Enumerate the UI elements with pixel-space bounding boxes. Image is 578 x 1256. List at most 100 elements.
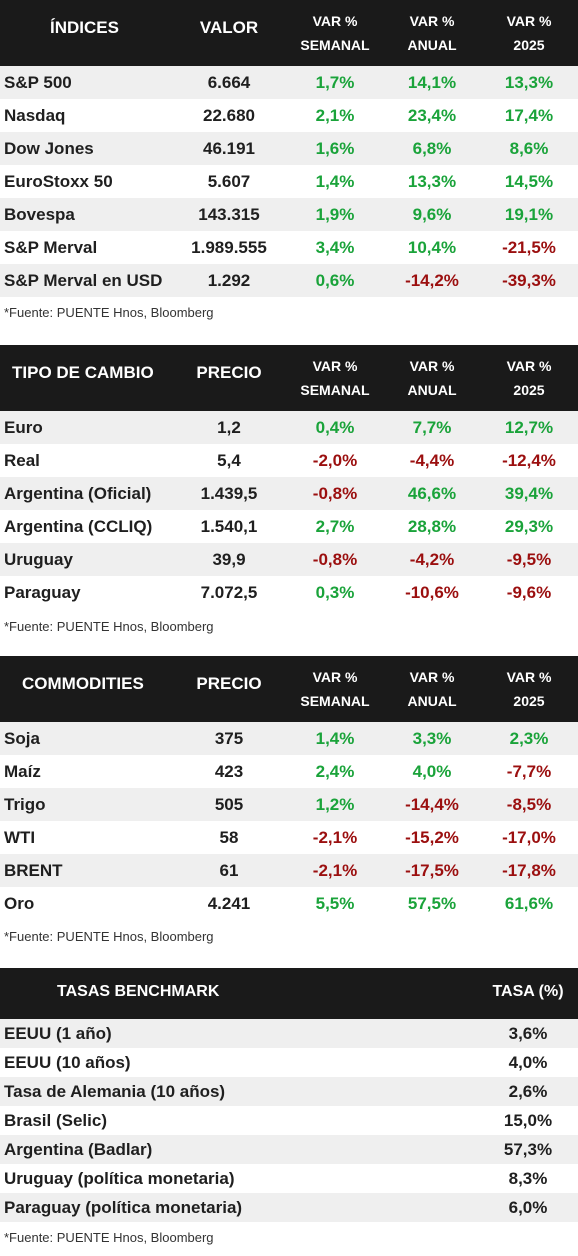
row-value: 1.439,5: [200, 484, 258, 503]
row-change: -17,0%: [502, 828, 556, 847]
row-label: Brasil (Selic): [4, 1111, 107, 1130]
table-row: Oro 4.241 5,5% 57,5% 61,6%: [0, 887, 578, 920]
row-value: 375: [214, 729, 244, 748]
row-change: 3,3%: [412, 729, 452, 748]
table-row: EEUU (1 año) 3,6%: [0, 1019, 578, 1048]
row-change: 19,1%: [504, 205, 554, 224]
row-value: 15,0%: [503, 1111, 553, 1130]
row-change: 1,2%: [315, 795, 355, 814]
row-change: 7,7%: [412, 418, 452, 437]
row-value: 2,6%: [508, 1082, 548, 1101]
header-bar-commodities: COMMODITIES PRECIO VAR % SEMANAL VAR % ANUA…: [0, 656, 578, 722]
row-label: Paraguay (política monetaria): [4, 1198, 243, 1217]
row-change: 13,3%: [407, 172, 457, 191]
row-label: Tasa de Alemania (10 años): [4, 1082, 226, 1101]
row-change: 14,1%: [407, 73, 457, 92]
table-row: S&P Merval 1.989.555 3,4% 10,4% -21,5%: [0, 231, 578, 264]
row-label: S&P Merval en USD: [4, 271, 163, 290]
row-change: 13,3%: [504, 73, 554, 92]
row-change: 6,8%: [412, 139, 452, 158]
table-row: Euro 1,2 0,4% 7,7% 12,7%: [0, 411, 578, 444]
row-value: 423: [214, 762, 244, 781]
row-value: 7.072,5: [200, 583, 258, 602]
row-label: Oro: [4, 894, 35, 913]
row-change: 8,6%: [509, 139, 549, 158]
column-header: VAR % 2025: [506, 669, 552, 709]
row-change: -0,8%: [312, 484, 358, 503]
row-change: -39,3%: [502, 271, 556, 290]
column-header: TIPO DE CAMBIO: [12, 363, 154, 382]
row-change: 9,6%: [412, 205, 452, 224]
row-change: -9,6%: [506, 583, 552, 602]
row-value: 1.540,1: [200, 517, 258, 536]
column-header: TASAS BENCHMARK: [57, 983, 220, 1000]
row-label: S&P Merval: [4, 238, 98, 257]
table-row: Maíz 423 2,4% 4,0% -7,7%: [0, 755, 578, 788]
row-change: -7,7%: [506, 762, 552, 781]
row-change: -2,0%: [312, 451, 358, 470]
table-row: Argentina (Badlar) 57,3%: [0, 1135, 578, 1164]
column-header: VAR % 2025: [506, 13, 552, 53]
column-header: VAR % SEMANAL: [300, 13, 370, 53]
table-row: BRENT 61 -2,1% -17,5% -17,8%: [0, 854, 578, 887]
table-row: WTI 58 -2,1% -15,2% -17,0%: [0, 821, 578, 854]
column-header: VAR % ANUAL: [407, 13, 457, 53]
row-value: 3,6%: [508, 1024, 548, 1043]
row-label: Uruguay (política monetaria): [4, 1169, 235, 1188]
column-header: VAR % ANUAL: [407, 358, 457, 398]
row-change: 57,5%: [407, 894, 457, 913]
header-bar-tasas: TASAS BENCHMARK TASA (%): [0, 968, 578, 1019]
row-change: -4,4%: [409, 451, 455, 470]
row-change: -14,4%: [405, 795, 459, 814]
row-change: 0,4%: [315, 418, 355, 437]
row-change: -8,5%: [506, 795, 552, 814]
source-note: *Fuente: PUENTE Hnos, Bloomberg: [4, 619, 214, 634]
row-label: S&P 500: [4, 73, 72, 92]
row-change: 1,4%: [315, 172, 355, 191]
row-change: -0,8%: [312, 550, 358, 569]
column-header: VAR % SEMANAL: [300, 669, 370, 709]
row-change: 2,1%: [315, 106, 355, 125]
source-note: *Fuente: PUENTE Hnos, Bloomberg: [4, 929, 214, 944]
row-change: -2,1%: [312, 861, 358, 880]
row-value: 8,3%: [508, 1169, 548, 1188]
row-change: 46,6%: [407, 484, 457, 503]
table-row: Paraguay 7.072,5 0,3% -10,6% -9,6%: [0, 576, 578, 609]
row-label: Argentina (Badlar): [4, 1140, 153, 1159]
row-change: 1,4%: [315, 729, 355, 748]
row-change: 0,3%: [315, 583, 355, 602]
row-value: 61: [219, 861, 239, 880]
row-change: 2,7%: [315, 517, 355, 536]
row-change: -10,6%: [405, 583, 459, 602]
row-change: 2,3%: [509, 729, 549, 748]
table-row: EuroStoxx 50 5.607 1,4% 13,3% 14,5%: [0, 165, 578, 198]
row-value: 1.292: [207, 271, 251, 290]
row-label: Argentina (CCLIQ): [4, 517, 153, 536]
row-value: 58: [219, 828, 239, 847]
row-change: -14,2%: [405, 271, 459, 290]
row-change: -15,2%: [405, 828, 459, 847]
row-change: 61,6%: [504, 894, 554, 913]
row-label: Trigo: [4, 795, 46, 814]
row-value: 22.680: [203, 106, 255, 125]
row-change: -21,5%: [502, 238, 556, 257]
row-change: -17,8%: [502, 861, 556, 880]
row-label: Uruguay: [4, 550, 73, 569]
source-note: *Fuente: PUENTE Hnos, Bloomberg: [4, 1230, 214, 1245]
row-change: -12,4%: [502, 451, 556, 470]
row-label: Paraguay: [4, 583, 81, 602]
row-change: 2,4%: [315, 762, 355, 781]
row-value: 57,3%: [503, 1140, 553, 1159]
row-value: 505: [214, 795, 244, 814]
row-change: 14,5%: [504, 172, 554, 191]
table-row: S&P 500 6.664 1,7% 14,1% 13,3%: [0, 66, 578, 99]
row-label: Bovespa: [4, 205, 75, 224]
column-header: ÍNDICES: [50, 18, 119, 37]
row-change: 39,4%: [504, 484, 554, 503]
row-label: Euro: [4, 418, 43, 437]
column-header: PRECIO: [196, 363, 262, 382]
row-label: Nasdaq: [4, 106, 66, 125]
row-value: 143.315: [198, 205, 260, 224]
table-row: Dow Jones 46.191 1,6% 6,8% 8,6%: [0, 132, 578, 165]
table-row: Real 5,4 -2,0% -4,4% -12,4%: [0, 444, 578, 477]
